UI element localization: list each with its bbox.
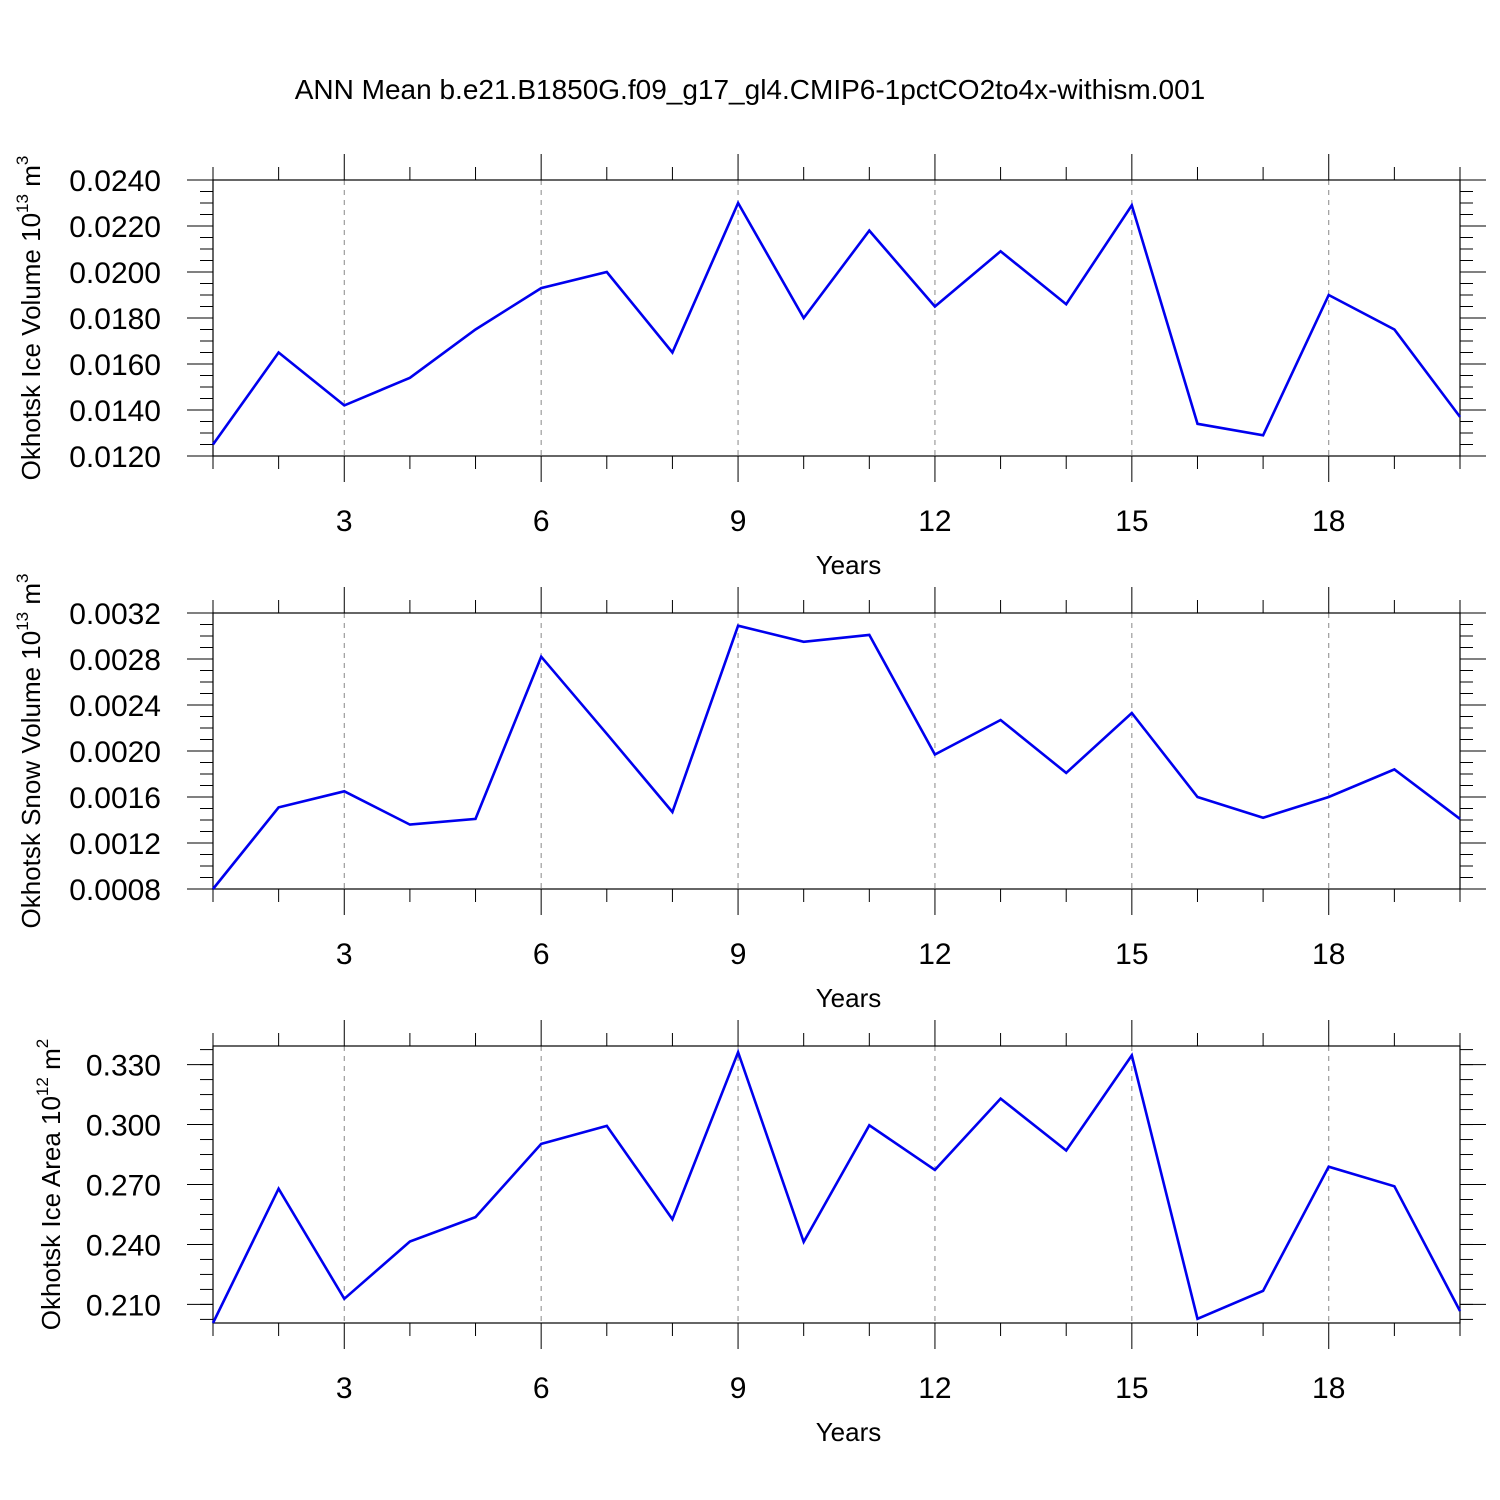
x-tick-label: 15 <box>1115 1372 1148 1405</box>
panel-ice-volume: 3 6 9 12 15 18 0.0120 0.0140 0.0160 0.0180 0.0200 0… <box>13 154 1486 580</box>
y-tick-label: 0.0220 <box>69 211 161 244</box>
x-tick-label: 18 <box>1312 505 1345 538</box>
x-tick-label: 9 <box>730 505 747 538</box>
y-tick-label: 0.0240 <box>69 165 161 198</box>
y-tick-label: 0.0020 <box>69 736 161 769</box>
y-axis-label-superscript: 13 <box>13 194 32 213</box>
x-axis-label: Years <box>816 550 882 580</box>
data-line <box>211 1048 1462 1324</box>
x-tick-label: 15 <box>1115 505 1148 538</box>
x-tick-label: 3 <box>336 505 353 538</box>
data-line <box>211 200 1462 446</box>
x-tick-label: 12 <box>918 938 951 971</box>
y-axis-label-text: Okhotsk Ice Volume 10 <box>16 213 46 480</box>
y-tick-label: 0.270 <box>86 1170 161 1203</box>
y-axis-label: Okhotsk Ice Volume 1013 m3 <box>13 156 46 481</box>
y-axis-label-superscript: 3 <box>13 574 32 583</box>
y-tick-label: 0.0008 <box>69 874 161 907</box>
y-tick-label: 0.0016 <box>69 782 161 815</box>
y-axis-label-text: Okhotsk Snow Volume 10 <box>16 631 46 929</box>
x-axis-label: Years <box>816 983 882 1013</box>
y-tick-label: 0.0180 <box>69 303 161 336</box>
x-tick-label: 12 <box>918 505 951 538</box>
x-tick-label: 6 <box>533 505 550 538</box>
y-tick-label: 0.300 <box>86 1110 161 1143</box>
data-line <box>211 624 1461 890</box>
panel-ice-area: 3 6 9 12 15 18 0.210 0.240 0.270 0.300 0.330 Years O… <box>33 1020 1486 1447</box>
y-tick-label: 0.330 <box>86 1050 161 1083</box>
y-tick-label: 0.0024 <box>69 690 161 723</box>
y-tick-label: 0.0032 <box>69 598 161 631</box>
y-tick-label: 0.240 <box>86 1229 161 1262</box>
x-tick-label: 12 <box>918 1372 951 1405</box>
y-tick-label: 0.0028 <box>69 644 161 677</box>
x-tick-label: 18 <box>1312 1372 1345 1405</box>
x-tick-label: 3 <box>336 938 353 971</box>
y-tick-label: 0.0160 <box>69 349 161 382</box>
chart-title: ANN Mean b.e21.B1850G.f09_g17_gl4.CMIP6-… <box>294 74 1206 105</box>
panel-snow-volume: 3 6 9 12 15 18 0.0008 0.0012 0.0016 0.0020 0.0024 0… <box>13 574 1486 1013</box>
y-axis-label-superscript: 2 <box>33 1039 52 1048</box>
y-axis-label-superscript: 12 <box>33 1077 52 1096</box>
y-axis-label: Okhotsk Ice Area 1012 m2 <box>33 1039 66 1330</box>
x-tick-label: 6 <box>533 938 550 971</box>
y-tick-label: 0.210 <box>86 1289 161 1322</box>
y-axis-label-superscript: 3 <box>13 156 32 165</box>
plot-frame <box>212 612 1461 890</box>
x-tick-label: 3 <box>336 1372 353 1405</box>
x-axis-label: Years <box>816 1417 882 1447</box>
y-tick-label: 0.0140 <box>69 395 161 428</box>
x-tick-label: 9 <box>730 938 747 971</box>
y-axis-label: Okhotsk Snow Volume 1013 m3 <box>13 574 46 929</box>
y-tick-label: 0.0012 <box>69 828 161 861</box>
y-tick-label: 0.0200 <box>69 257 161 290</box>
y-tick-label: 0.0120 <box>69 441 161 474</box>
y-axis-label-text: m <box>16 165 46 194</box>
y-axis-label-text: m <box>36 1048 66 1077</box>
x-tick-label: 6 <box>533 1372 550 1405</box>
y-axis-label-superscript: 13 <box>13 612 32 631</box>
y-axis-label-text: m <box>16 583 46 612</box>
x-tick-label: 9 <box>730 1372 747 1405</box>
x-tick-label: 18 <box>1312 938 1345 971</box>
y-axis-label-text: Okhotsk Ice Area 10 <box>36 1096 66 1330</box>
x-tick-label: 15 <box>1115 938 1148 971</box>
